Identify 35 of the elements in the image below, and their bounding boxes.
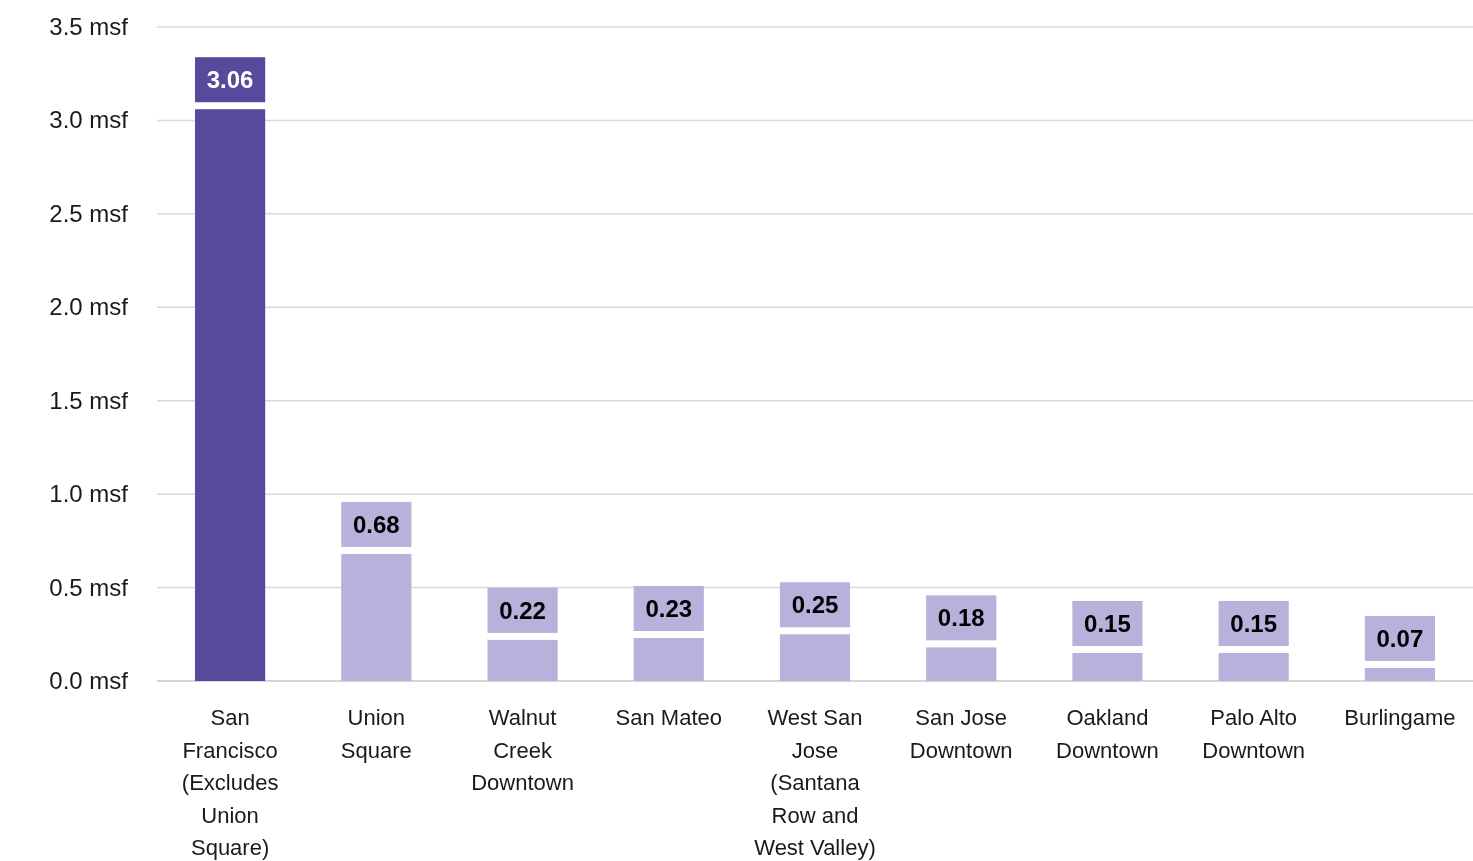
bar (487, 639, 558, 681)
y-tick-label: 0.5 msf (49, 573, 129, 601)
x-tick-label: San Francisco (Excludes Union Square) (181, 705, 279, 860)
x-tick-label: Burlingame (1344, 705, 1456, 730)
data-label: 0.25 (791, 591, 839, 619)
x-tick-label: Walnut Creek Downtown (471, 705, 574, 795)
bar (195, 109, 266, 681)
y-tick-label: 3.5 msf (49, 13, 129, 40)
x-tick-label: San Mateo (615, 705, 722, 730)
data-label: 0.68 (352, 510, 400, 538)
y-tick-label: 3.0 msf (49, 106, 129, 134)
data-label: 0.07 (1376, 624, 1424, 652)
y-tick-label: 1.0 msf (49, 480, 129, 508)
data-label: 0.15 (1084, 609, 1131, 637)
bar (1364, 667, 1435, 681)
x-tick-label: West San Jose (Santana Row and West Valley) (754, 705, 876, 860)
y-tick-label: 2.5 msf (49, 199, 129, 227)
y-tick-label: 1.5 msf (49, 386, 129, 414)
bar (779, 634, 851, 681)
y-tick-label: 0.0 msf (49, 667, 129, 694)
bar (1218, 652, 1289, 681)
data-label: 0.15 (1230, 609, 1278, 637)
bar (341, 553, 412, 681)
x-tick-label: Palo Alto Downtown (1202, 705, 1306, 763)
bar (633, 638, 704, 681)
bar (1072, 652, 1143, 681)
y-tick-label: 2.0 msf (49, 293, 129, 321)
data-label: 3.06 (206, 66, 254, 94)
x-tick-label: Oakland Downtown (1056, 705, 1159, 763)
data-label: 0.23 (645, 595, 693, 623)
x-tick-label: Union Square (340, 705, 412, 763)
bar (926, 647, 997, 681)
data-label: 0.18 (937, 604, 985, 632)
x-tick-label: San Jose Downtown (909, 705, 1013, 763)
data-label: 0.22 (499, 596, 546, 624)
